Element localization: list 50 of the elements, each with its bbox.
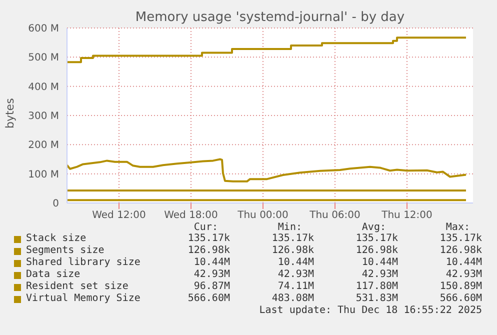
text: 135.17k [356, 233, 398, 244]
x-tick-label: Wed 18:00 [164, 210, 218, 222]
text: 42.93M [362, 269, 398, 280]
y-tick-label: 500 M [28, 52, 59, 64]
text: 566.60M [188, 293, 230, 304]
text: 135.17k [188, 233, 230, 244]
text: 483.08M [272, 293, 314, 304]
text: 42.93M [278, 269, 314, 280]
text: Min: [278, 222, 302, 233]
line-series [67, 158, 467, 182]
text: 531.83M [356, 293, 398, 304]
text: 10.44M [362, 257, 398, 268]
y-axis-title: bytes [4, 98, 16, 128]
legend-label: Segments size [26, 245, 104, 256]
text: 10.44M [194, 257, 230, 268]
text: Cur: [194, 222, 218, 233]
text: 126.98k [356, 245, 398, 256]
text: 42.93M [446, 269, 482, 280]
y-tick-label: 200 M [28, 140, 59, 152]
text: 126.98k [272, 245, 314, 256]
text: Avg: [362, 222, 386, 233]
x-tick-label: Thu 12:00 [380, 210, 432, 222]
text: 96.87M [194, 281, 230, 292]
text: 126.98k [188, 245, 230, 256]
text: 566.60M [440, 293, 482, 304]
chart-title: Memory usage 'systemd-journal' - by day [134, 10, 406, 25]
legend-label: Stack size [26, 233, 86, 244]
legend-label: Virtual Memory Size [26, 293, 140, 304]
y-tick-label: 400 M [28, 82, 59, 93]
text: 150.89M [440, 281, 482, 292]
text: 42.93M [194, 269, 230, 280]
x-tick-label: Wed 12:00 [92, 210, 146, 222]
x-tick-label: Thu 06:00 [308, 210, 360, 222]
x-tick-label: Thu 00:00 [236, 210, 288, 222]
y-tick-label: 100 M [28, 169, 59, 180]
text: 135.17k [440, 233, 482, 244]
y-tick-label: 0 [52, 198, 59, 210]
legend-label: Resident set size [26, 281, 128, 292]
legend-label: Shared library size [26, 257, 140, 268]
text: 74.11M [278, 281, 314, 292]
legend-label: Data size [26, 269, 80, 280]
text: Max: [446, 222, 470, 233]
text: 10.44M [278, 257, 314, 268]
y-tick-label: 300 M [28, 111, 59, 122]
text: Last update: Thu Dec 18 16:55:22 2025 [259, 305, 482, 316]
text: 126.98k [440, 245, 482, 256]
y-tick-label: 600 M [28, 24, 59, 35]
text: 10.44M [446, 257, 482, 268]
text: 117.80M [356, 281, 398, 292]
text: 135.17k [272, 233, 314, 244]
